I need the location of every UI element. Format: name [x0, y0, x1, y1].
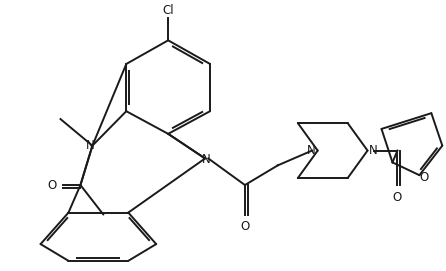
- Text: O: O: [419, 171, 429, 184]
- Text: O: O: [240, 220, 250, 233]
- Text: O: O: [393, 191, 402, 204]
- Text: O: O: [48, 179, 57, 192]
- Text: N: N: [86, 139, 95, 152]
- Text: N: N: [369, 144, 378, 157]
- Text: Cl: Cl: [162, 4, 174, 17]
- Text: N: N: [307, 144, 316, 157]
- Text: N: N: [202, 153, 211, 166]
